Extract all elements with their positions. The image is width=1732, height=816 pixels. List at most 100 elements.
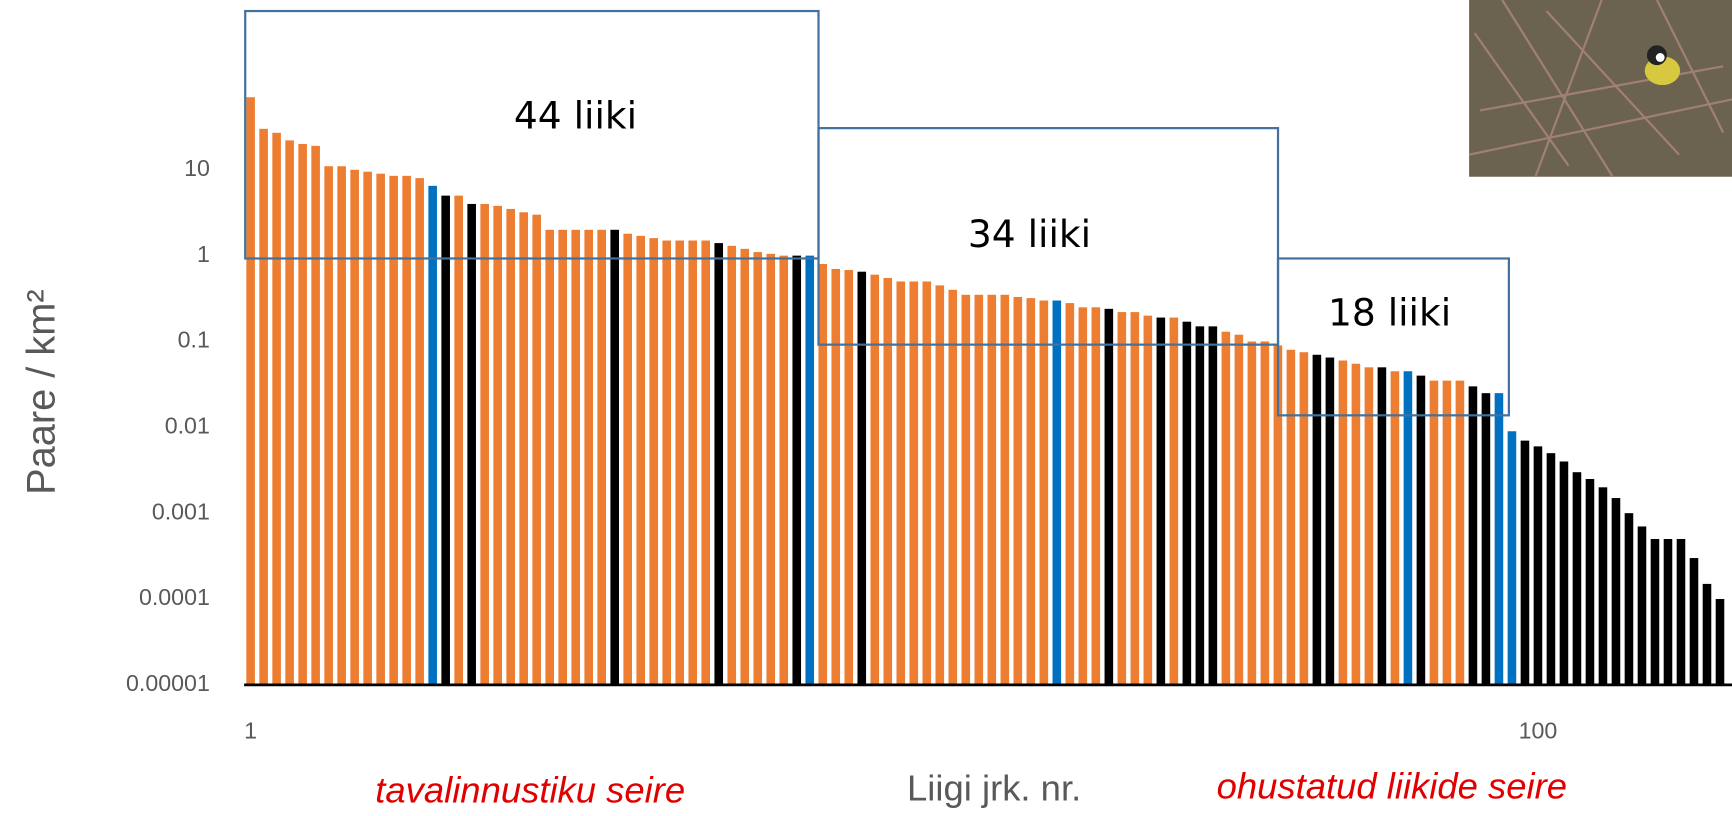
bar xyxy=(818,264,827,685)
bar xyxy=(1469,386,1478,684)
bar xyxy=(467,204,476,685)
bar xyxy=(1404,371,1413,685)
bar xyxy=(1625,513,1634,685)
bar xyxy=(714,243,723,685)
bar xyxy=(1508,431,1517,685)
bar xyxy=(337,166,346,685)
bar xyxy=(1014,297,1023,685)
bar xyxy=(1599,487,1608,685)
box-label: 44 liiki xyxy=(514,94,637,138)
bar xyxy=(1261,341,1270,684)
bar xyxy=(584,230,593,685)
bar xyxy=(1430,381,1439,685)
bar xyxy=(350,170,359,685)
bar xyxy=(376,174,385,685)
bar xyxy=(1547,453,1556,685)
bar xyxy=(753,252,762,685)
plot: Paare / km² Liigi jrk. nr. tavalinnustik… xyxy=(20,0,1732,811)
y-tick-label: 1 xyxy=(197,241,210,267)
bar xyxy=(1157,318,1166,685)
bar xyxy=(285,140,294,684)
bar xyxy=(844,270,853,685)
bar xyxy=(610,230,619,685)
bar xyxy=(896,281,905,684)
bar xyxy=(662,241,671,685)
bar xyxy=(1040,301,1049,685)
bar xyxy=(1339,361,1348,685)
bar xyxy=(324,166,333,685)
bar xyxy=(1638,526,1647,684)
x-tick-label: 100 xyxy=(1519,717,1558,743)
photo xyxy=(1469,0,1732,177)
bar xyxy=(1573,472,1582,685)
bar xyxy=(805,256,814,685)
y-tick-label: 10 xyxy=(184,155,210,181)
bar xyxy=(493,206,502,685)
bar xyxy=(1131,312,1140,685)
bar xyxy=(1235,335,1244,685)
bar xyxy=(545,230,554,685)
y-tick-label: 0.00001 xyxy=(126,670,210,696)
bar xyxy=(558,230,567,685)
bar xyxy=(597,230,606,685)
chart: Paare / km² Liigi jrk. nr. tavalinnustik… xyxy=(0,0,1732,816)
bar xyxy=(259,129,268,685)
bar xyxy=(1066,303,1075,685)
y-tick-label: 0.0001 xyxy=(139,584,210,610)
bar xyxy=(792,256,801,685)
bar xyxy=(675,241,684,685)
bar xyxy=(1027,298,1036,685)
bar xyxy=(779,256,788,685)
bar xyxy=(363,172,372,685)
bar xyxy=(1456,381,1465,685)
bar xyxy=(870,275,879,685)
bar xyxy=(272,133,281,685)
bar xyxy=(962,295,971,685)
y-tick-label: 0.01 xyxy=(165,412,210,438)
bar xyxy=(506,209,515,685)
bar xyxy=(1222,332,1231,685)
bar xyxy=(623,234,632,685)
bar xyxy=(1092,307,1101,685)
bar xyxy=(1690,558,1699,685)
bar xyxy=(1586,479,1595,685)
bar xyxy=(298,144,307,685)
bar xyxy=(1287,350,1296,685)
bar xyxy=(831,269,840,685)
box-label: 34 liiki xyxy=(968,212,1091,256)
bar xyxy=(701,241,710,685)
bar xyxy=(1703,584,1712,685)
bar xyxy=(1651,539,1660,685)
bar xyxy=(1560,461,1569,684)
bar xyxy=(909,281,918,684)
annotation: tavalinnustiku seire xyxy=(375,770,685,811)
bar xyxy=(649,238,658,685)
bar xyxy=(480,204,489,685)
bar xyxy=(311,146,320,685)
y-tick-label: 0.001 xyxy=(152,498,210,524)
bar xyxy=(532,215,541,685)
bar xyxy=(389,176,398,685)
bar xyxy=(1482,393,1491,685)
x-axis-label: Liigi jrk. nr. xyxy=(907,768,1081,809)
bar xyxy=(1716,599,1725,685)
bar xyxy=(857,272,866,685)
bar xyxy=(1664,539,1673,685)
bar xyxy=(1313,355,1322,685)
y-axis-label: Paare / km² xyxy=(20,289,64,494)
bar xyxy=(1248,341,1257,684)
bar xyxy=(766,254,775,685)
bar xyxy=(1443,381,1452,685)
bar xyxy=(571,230,580,685)
bar xyxy=(949,290,958,685)
bar xyxy=(454,196,463,685)
bar xyxy=(1326,358,1335,685)
bar xyxy=(1677,539,1686,685)
bar xyxy=(1534,446,1543,684)
bar xyxy=(1170,318,1179,685)
bar xyxy=(519,212,528,685)
bar xyxy=(441,196,450,685)
bar xyxy=(688,241,697,685)
bar xyxy=(1495,393,1504,685)
bar xyxy=(988,295,997,685)
